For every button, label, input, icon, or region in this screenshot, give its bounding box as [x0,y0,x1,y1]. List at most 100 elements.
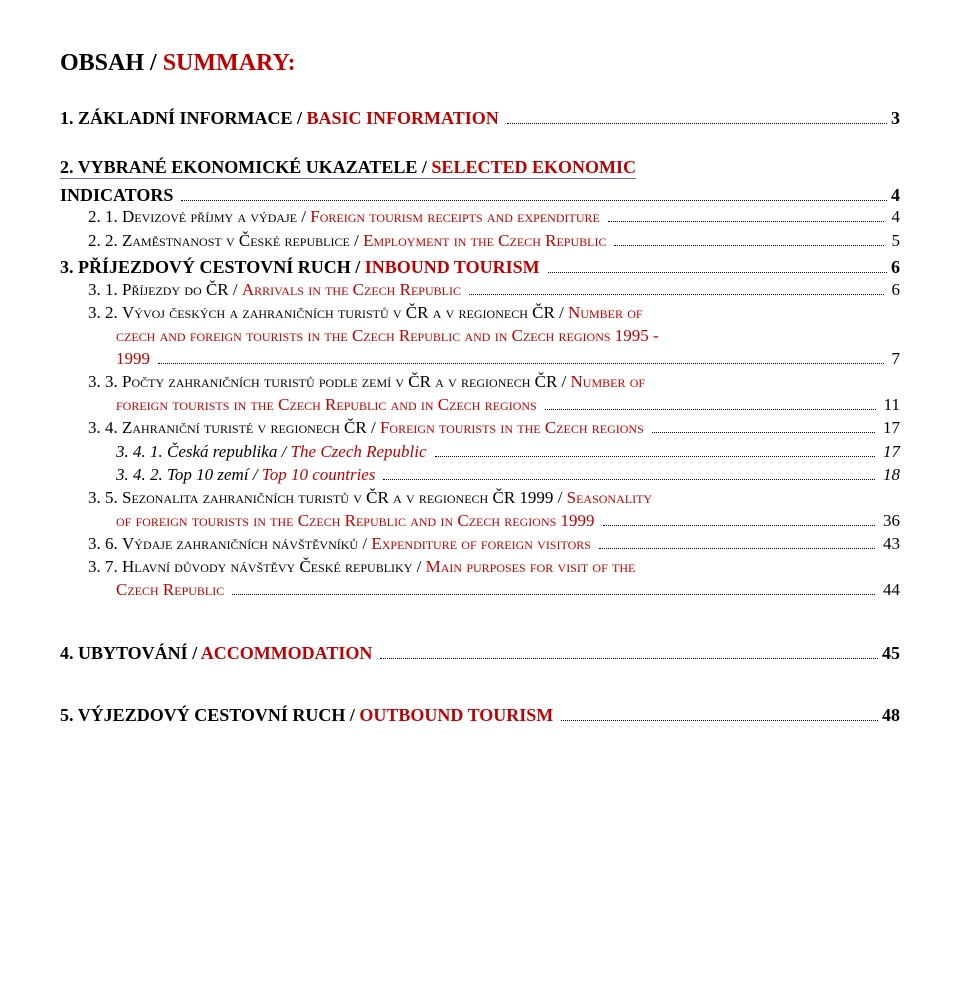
page-number: 6 [888,279,901,302]
section-link[interactable]: 1. ZÁKLADNÍ INFORMACE / BASIC INFORMATIO… [60,108,499,128]
entry-en-prefix: Seasonality [567,488,652,507]
leader-dots [380,642,878,659]
entry-num: 3. 6. [88,534,118,553]
toc-section-2: 2. VYBRANÉ EKONOMICKÉ UKAZATELE / SELECT… [60,157,900,252]
entry-num: 3. 3. [88,372,118,391]
section-link[interactable]: 3. PŘÍJEZDOVÝ CESTOVNÍ RUCH / INBOUND TO… [60,257,540,277]
section-title-cont: INDICATORS [60,185,173,205]
entry-en-prefix: Main purposes for visit of the [426,557,636,576]
entry-en-tail: of foreign tourists in the Czech Republi… [116,510,599,533]
toc-entry: 3. 2. Vývoj českých a zahraničních turis… [88,302,900,325]
entry-en: Foreign tourism receipts and expenditure [310,207,600,226]
section-num: 2. [60,157,74,177]
section-title-en: SELECTED EKONOMIC [431,157,636,177]
section-title-en: BASIC INFORMATION [307,108,499,128]
section-title-cz: ZÁKLADNÍ INFORMACE [78,108,293,128]
leader-dots [614,229,883,245]
leader-dots [181,184,887,201]
entry-cz: Sezonalita zahraničních turistů v ČR a v… [122,488,553,507]
section-link[interactable]: 5. VÝJEZDOVÝ CESTOVNÍ RUCH / OUTBOUND TO… [60,705,553,725]
entry-num: 3. 4. [88,418,118,437]
entry-cz: Devizové příjmy a výdaje [122,207,297,226]
section-link[interactable]: 4. UBYTOVÁNÍ / ACCOMMODATION [60,643,372,663]
toc-entry: 2. 1. Devizové příjmy a výdaje / Foreign… [88,206,900,229]
leader-dots [652,417,875,433]
toc-entry: 2. 2. Zaměstnanost v České republice / E… [88,229,900,252]
toc-entry: 3. 1. Příjezdy do ČR / Arrivals in the C… [88,278,900,301]
toc-entry-cont: Czech Republic 44 [116,579,900,602]
entry-cz: Počty zahraničních turistů podle zemí v … [122,372,557,391]
entry-num: 2. 2. [88,231,118,250]
page-number: 17 [879,441,900,464]
section-num: 5. [60,705,74,725]
leader-dots [545,394,876,410]
leader-dots [232,579,875,595]
entry-cz: Výdaje zahraničních návštěvníků [122,534,358,553]
section-title-en: ACCOMMODATION [201,643,373,663]
section-num: 4. [60,643,74,663]
toc-section-1: 1. ZÁKLADNÍ INFORMACE / BASIC INFORMATIO… [60,107,900,129]
entry-num: 3. 1. [88,280,118,299]
leader-dots [158,348,884,364]
section-title-cz: VÝJEZDOVÝ CESTOVNÍ RUCH [78,705,346,725]
section-heading: 2. VYBRANÉ EKONOMICKÉ UKAZATELE / SELECT… [60,157,900,178]
entry-en: Arrivals in the Czech Republic [242,280,461,299]
page-number: 4 [891,185,900,206]
toc-entry: 3. 6. Výdaje zahraničních návštěvníků / … [88,533,900,556]
leader-dots [608,206,884,222]
page-number: 5 [888,230,901,253]
entry-cz: Hlavní důvody návštěvy České republiky [122,557,412,576]
section-title-en: OUTBOUND TOURISM [359,705,553,725]
page-number: 6 [891,257,900,278]
section-link[interactable]: 2. VYBRANÉ EKONOMICKÉ UKAZATELE / SELECT… [60,157,636,179]
page-number: 4 [888,206,901,229]
section-heading: 4. UBYTOVÁNÍ / ACCOMMODATION 45 [60,642,900,664]
toc-entry-cont: of foreign tourists in the Czech Republi… [116,510,900,533]
page-number: 17 [879,417,900,440]
section-title-cz: PŘÍJEZDOVÝ CESTOVNÍ RUCH [78,257,351,277]
section-heading: 5. VÝJEZDOVÝ CESTOVNÍ RUCH / OUTBOUND TO… [60,704,900,726]
title-en: SUMMARY: [163,50,296,76]
section-title-en: INBOUND TOURISM [365,257,540,277]
entry-cz: Zahraniční turisté v regionech ČR [122,418,367,437]
leader-dots [507,107,887,124]
toc-entry-cont: 1999 7 [116,348,900,371]
sub-cz: Top 10 zemí [167,465,249,484]
toc-section-5: 5. VÝJEZDOVÝ CESTOVNÍ RUCH / OUTBOUND TO… [60,704,900,726]
section-title-cz: VYBRANÉ EKONOMICKÉ UKAZATELE [78,157,418,177]
toc-subentry: 3. 4. 1. Česká republika / The Czech Rep… [116,440,900,463]
entry-en-prefix: Number of [568,303,643,322]
sub-num: 3. 4. 2. [116,465,163,484]
entry-en-tail: foreign tourists in the Czech Republic a… [116,394,541,417]
section-link[interactable]: INDICATORS [60,185,173,205]
page-number: 11 [880,394,900,417]
toc-entry-cont: foreign tourists in the Czech Republic a… [116,394,900,417]
leader-dots [599,533,875,549]
page-number: 18 [879,464,900,487]
page-number: 45 [882,643,900,664]
sub-en: The Czech Republic [291,442,427,461]
toc-entry-cont: czech and foreign tourists in the Czech … [116,325,900,348]
entry-num: 2. 1. [88,207,118,226]
entry-en: Foreign tourists in the Czech regions [380,418,644,437]
toc-entry: 3. 5. Sezonalita zahraničních turistů v … [88,487,900,510]
entry-en: Expenditure of foreign visitors [371,534,591,553]
page-number: 7 [888,348,901,371]
toc-entry: 3. 7. Hlavní důvody návštěvy České repub… [88,556,900,579]
page-number: 43 [879,533,900,556]
leader-dots [435,440,875,456]
leader-dots [561,704,878,721]
toc-entry: 3. 3. Počty zahraničních turistů podle z… [88,371,900,394]
entry-cz: Vývoj českých a zahraničních turistů v Č… [122,303,555,322]
entry-num: 3. 2. [88,303,118,322]
entry-num: 3. 5. [88,488,118,507]
section-title-cz: UBYTOVÁNÍ [78,643,188,663]
entry-en-prefix: Number of [571,372,646,391]
entry-en: Employment in the Czech Republic [363,231,606,250]
leader-dots [383,463,875,479]
leader-dots [469,278,884,294]
toc-section-3: 3. PŘÍJEZDOVÝ CESTOVNÍ RUCH / INBOUND TO… [60,256,900,602]
page-number: 36 [879,510,900,533]
sub-num: 3. 4. 1. [116,442,163,461]
page-title: OBSAH / SUMMARY: [60,50,900,77]
